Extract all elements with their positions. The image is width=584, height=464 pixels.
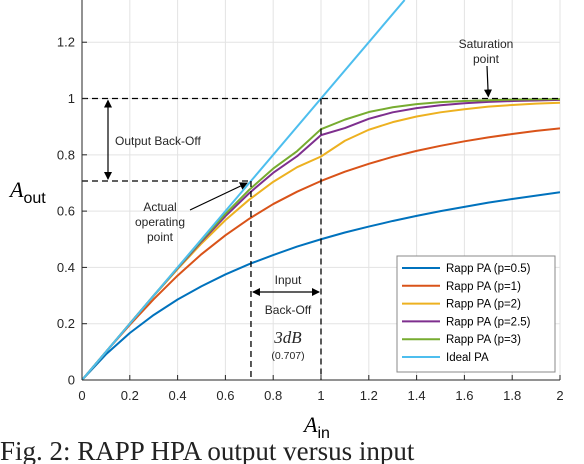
x-tick-label-0: 0 bbox=[78, 388, 85, 403]
y-tick-label-3: 0.6 bbox=[57, 204, 75, 219]
x-tick-label-9: 1.8 bbox=[503, 388, 521, 403]
x-tick-label-7: 1.4 bbox=[408, 388, 426, 403]
x-axis-label: Ain bbox=[302, 412, 330, 442]
operating-point-arrow bbox=[189, 182, 248, 211]
legend-label-1: Rapp PA (p=1) bbox=[446, 281, 521, 293]
output-backoff-label: Output Back-Off bbox=[115, 134, 201, 148]
tick-labels: 0 0.2 0.4 0.6 0.8 1 1.2 1.4 1.6 1.8 2 0 0.2 0.4 0.6 0.8… bbox=[57, 35, 564, 403]
legend: Rapp PA (p=0.5) Rapp PA (p=1) Rapp PA (p=2… bbox=[396, 255, 556, 373]
axes bbox=[81, 0, 561, 381]
y-tick-label-0: 0 bbox=[68, 373, 75, 388]
backoff-ratio-label: (0.707) bbox=[271, 350, 304, 362]
y-tick-label-6: 1.2 bbox=[57, 35, 75, 50]
legend-label-0: Rapp PA (p=0.5) bbox=[446, 263, 531, 275]
y-axis-label: Aout bbox=[8, 177, 46, 207]
legend-label-4: Rapp PA (p=3) bbox=[446, 334, 521, 346]
y-tick-label-5: 1 bbox=[68, 91, 75, 106]
x-tick-label-10: 2 bbox=[556, 388, 563, 403]
figure-caption: Fig. 2: RAPP HPA output versus input bbox=[0, 436, 415, 464]
legend-box bbox=[396, 255, 556, 373]
legend-label-3: Rapp PA (p=2.5) bbox=[446, 316, 531, 328]
legend-label-5: Ideal PA bbox=[446, 352, 489, 364]
reference-lines bbox=[82, 97, 560, 380]
x-tick-label-3: 0.6 bbox=[216, 388, 234, 403]
x-tick-label-2: 0.4 bbox=[169, 388, 187, 403]
series-line-5 bbox=[82, 0, 406, 380]
x-tick-label-4: 0.8 bbox=[264, 388, 282, 403]
x-tick-label-8: 1.6 bbox=[455, 388, 473, 403]
operating-point-label: Actual operating point bbox=[135, 200, 185, 244]
saturation-label: Saturation point bbox=[459, 37, 514, 66]
y-tick-label-2: 0.4 bbox=[57, 260, 75, 275]
x-tick-label-6: 1.2 bbox=[360, 388, 378, 403]
legend-label-2: Rapp PA (p=2) bbox=[446, 299, 521, 311]
series-lines bbox=[82, 0, 560, 380]
backoff-db-label: 3dB bbox=[273, 328, 302, 347]
input-backoff-label: Input Back-Off bbox=[265, 273, 312, 317]
y-tick-label-1: 0.2 bbox=[57, 316, 75, 331]
y-tick-label-4: 0.8 bbox=[57, 147, 75, 162]
annotations: Saturation point Output Back-Off Actual oper… bbox=[104, 37, 514, 362]
x-tick-label-1: 0.2 bbox=[121, 388, 139, 403]
x-tick-label-5: 1 bbox=[317, 388, 324, 403]
saturation-arrow bbox=[484, 65, 492, 98]
